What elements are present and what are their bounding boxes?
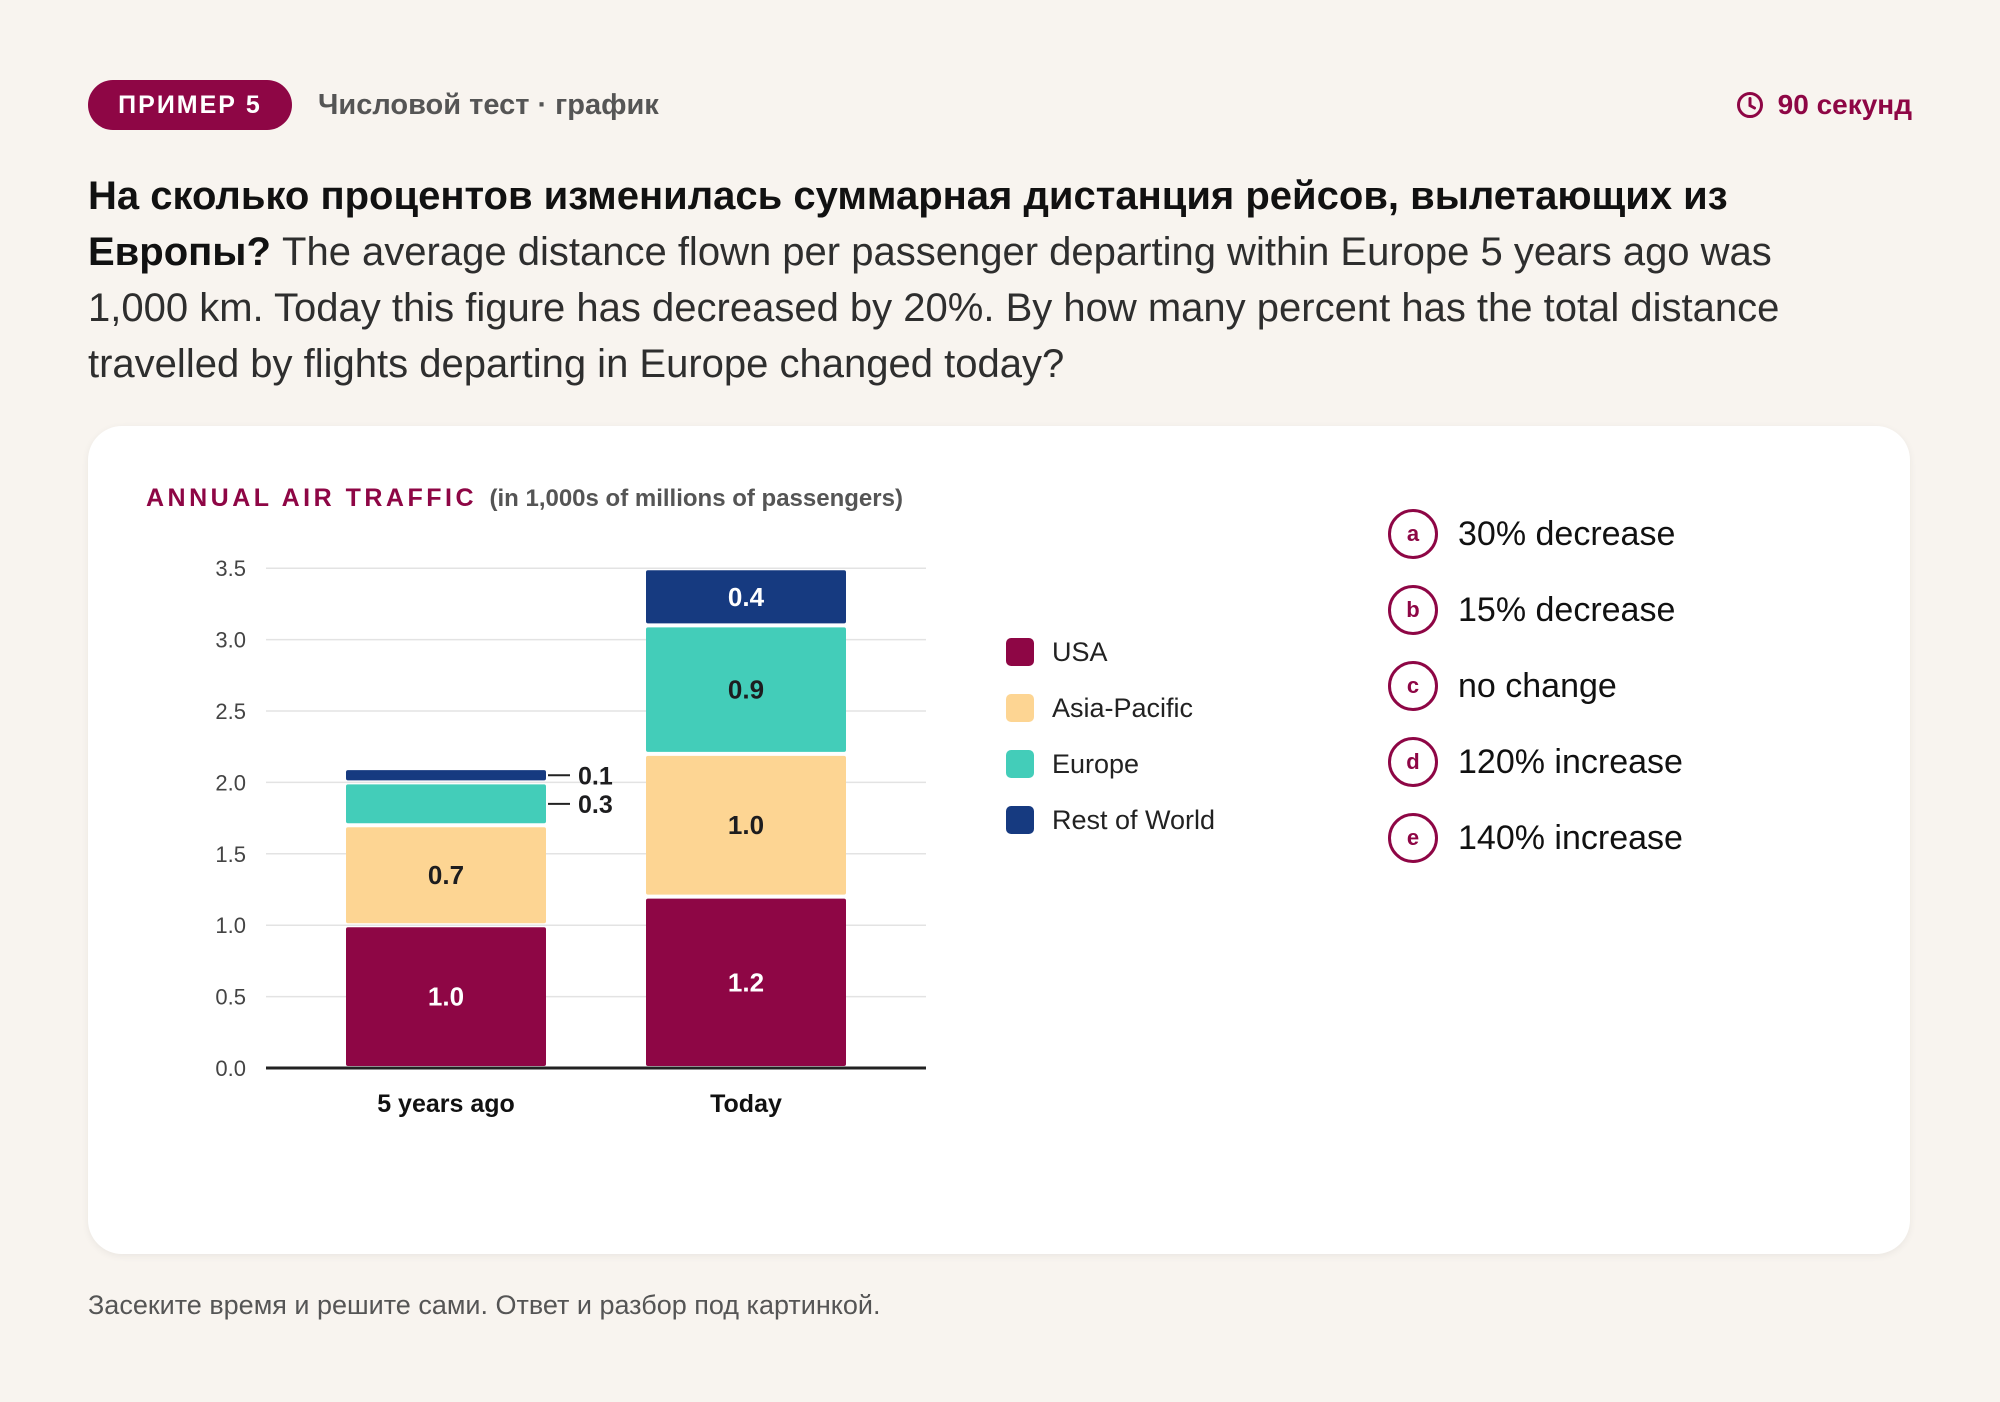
data-label: 1.0 xyxy=(728,810,764,840)
bar-europe-0 xyxy=(346,784,546,824)
y-tick-label: 2.0 xyxy=(215,770,246,795)
legend-label: USA xyxy=(1052,636,1108,667)
x-tick-label: Today xyxy=(710,1090,782,1118)
example-badge: ПРИМЕР 5 xyxy=(88,80,292,130)
legend-label: Rest of World xyxy=(1052,804,1216,835)
y-tick-label: 1.5 xyxy=(215,842,246,867)
bar-asia-pacific-0 xyxy=(346,827,546,924)
question-text: На сколько процентов изменилась суммарна… xyxy=(88,168,1848,392)
chart-legend: USA Asia-Pacific Europe Rest of World xyxy=(1006,624,1215,848)
data-label: 0.1 xyxy=(578,762,613,790)
y-tick-label: 1.0 xyxy=(215,913,246,938)
answer-option-b[interactable]: b 15% decrease xyxy=(1388,572,1683,648)
answer-options: a 30% decrease b 15% decrease c no change d 120… xyxy=(1388,496,1683,876)
answer-text: 30% decrease xyxy=(1458,514,1676,553)
legend-swatch xyxy=(1006,750,1034,778)
question-en: The average distance flown per passenger… xyxy=(88,230,1780,386)
chart-title-main: ANNUAL AIR TRAFFIC xyxy=(146,484,478,512)
bar-rest-of-world-1 xyxy=(646,570,846,624)
y-tick-label: 0.5 xyxy=(215,985,246,1010)
y-tick-label: 0.0 xyxy=(215,1056,246,1081)
chart-card: ANNUAL AIR TRAFFIC (in 1,000s of million… xyxy=(88,426,1910,1254)
data-label: 1.2 xyxy=(728,967,764,997)
answer-option-c[interactable]: c no change xyxy=(1388,648,1683,724)
answer-option-e[interactable]: e 140% increase xyxy=(1388,800,1683,876)
legend-swatch xyxy=(1006,638,1034,666)
y-tick-label: 2.5 xyxy=(215,699,246,724)
timer-label: 90 секунд xyxy=(1777,89,1912,120)
data-label: 1.0 xyxy=(428,982,464,1012)
legend-swatch xyxy=(1006,694,1034,722)
answer-option-a[interactable]: a 30% decrease xyxy=(1388,496,1683,572)
answer-option-d[interactable]: d 120% increase xyxy=(1388,724,1683,800)
answer-text: 120% increase xyxy=(1458,742,1683,781)
data-label: 0.3 xyxy=(578,791,613,819)
data-label: 0.9 xyxy=(728,675,764,705)
answer-letter: a xyxy=(1388,509,1438,559)
chart-title-sub: (in 1,000s of millions of passengers) xyxy=(489,485,903,512)
stacked-bar-chart: 0.0 0.5 1.0 1.5 2.0 2.5 3.0 3.5 1.0 0.7 0.30.1 5 ye… xyxy=(215,556,926,1118)
answer-letter: e xyxy=(1388,813,1438,863)
answer-text: 140% increase xyxy=(1458,818,1683,857)
answer-letter: b xyxy=(1388,585,1438,635)
header: ПРИМЕР 5 Числовой тест · график 90 секун… xyxy=(88,80,1912,132)
answer-text: no change xyxy=(1458,666,1617,705)
legend-item: Europe xyxy=(1006,736,1215,792)
legend-item: USA xyxy=(1006,624,1215,680)
bar-europe-1 xyxy=(646,627,846,752)
data-label: 0.7 xyxy=(428,860,464,890)
legend-item: Asia-Pacific xyxy=(1006,680,1215,736)
question-ru: На сколько процентов изменилась суммарна… xyxy=(88,174,1728,274)
y-tick-label: 3.0 xyxy=(215,628,246,653)
bar-rest-of-world-0 xyxy=(346,770,546,781)
legend-swatch xyxy=(1006,806,1034,834)
x-tick-label: 5 years ago xyxy=(377,1090,515,1118)
clock-icon xyxy=(1736,92,1763,118)
legend-label: Europe xyxy=(1052,748,1140,779)
y-tick-label: 3.5 xyxy=(215,556,246,581)
answer-text: 15% decrease xyxy=(1458,590,1676,629)
legend-label: Asia-Pacific xyxy=(1052,692,1194,723)
answer-letter: c xyxy=(1388,661,1438,711)
chart-title: ANNUAL AIR TRAFFIC (in 1,000s of million… xyxy=(146,484,903,513)
data-label: 0.4 xyxy=(728,582,765,612)
legend-item: Rest of World xyxy=(1006,792,1215,848)
footer-note: Засеките время и решите сами. Ответ и ра… xyxy=(88,1290,881,1320)
bar-asia-pacific-1 xyxy=(646,755,846,895)
bar-usa-0 xyxy=(346,927,546,1066)
test-type-subtitle: Числовой тест · график xyxy=(318,89,659,121)
answer-letter: d xyxy=(1388,737,1438,787)
bar-usa-1 xyxy=(646,898,846,1066)
timer: 90 секунд xyxy=(1736,80,1912,130)
